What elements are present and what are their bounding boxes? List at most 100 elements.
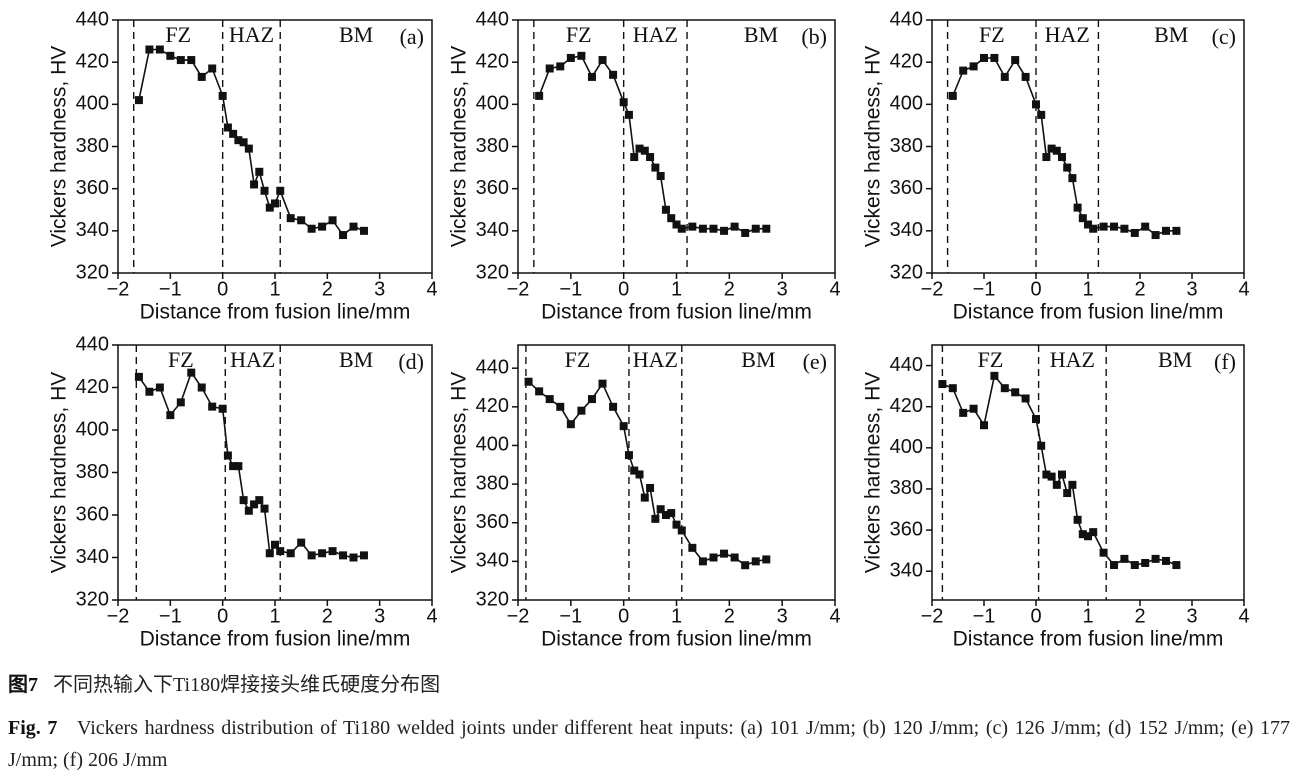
data-point <box>1021 394 1030 403</box>
data-point <box>656 505 665 514</box>
y-tick-label: 360 <box>890 177 923 199</box>
data-point <box>730 553 739 562</box>
caption-label: 图7 <box>8 674 38 696</box>
x-axis-title: Distance from fusion line/mm <box>140 628 411 651</box>
data-point <box>1162 226 1170 235</box>
zone-label: BM <box>1154 22 1188 47</box>
data-point <box>1120 554 1129 563</box>
x-tick-label: 1 <box>1082 278 1093 300</box>
data-line <box>138 370 365 559</box>
data-point <box>255 167 264 176</box>
data-point <box>197 72 206 81</box>
y-tick-label: 380 <box>76 135 109 157</box>
data-point <box>286 549 295 558</box>
zone-label: HAZ <box>633 347 678 372</box>
data-point <box>709 224 718 233</box>
data-point <box>166 51 175 60</box>
x-tick-label: 2 <box>724 605 735 627</box>
data-point <box>276 547 285 556</box>
data-point <box>166 411 175 420</box>
data-point <box>651 163 660 172</box>
plot-frame <box>517 344 836 601</box>
y-tick-label: 360 <box>476 177 509 199</box>
y-tick-label: 380 <box>476 472 509 494</box>
data-point <box>297 538 306 547</box>
data-point <box>244 506 253 515</box>
x-tick-label: 4 <box>1238 605 1249 627</box>
data-point <box>250 180 259 189</box>
x-tick-label: 0 <box>618 278 629 300</box>
x-tick-label: 3 <box>374 278 385 300</box>
data-point <box>271 540 279 549</box>
data-point <box>218 91 227 100</box>
data-point <box>1162 556 1170 565</box>
y-tick-label: 340 <box>476 550 509 572</box>
data-point <box>1032 415 1040 424</box>
data-point <box>545 395 554 404</box>
data-point <box>1110 222 1118 231</box>
data-point <box>751 224 760 233</box>
y-axis-title: Vickers hardness, HV <box>48 372 71 574</box>
data-point <box>619 98 628 107</box>
data-point <box>698 224 707 233</box>
data-point <box>688 543 697 552</box>
y-tick-label: 400 <box>76 418 109 440</box>
data-point <box>624 451 633 460</box>
x-tick-label: 0 <box>1030 278 1041 300</box>
data-point <box>677 224 686 233</box>
y-tick-label: 400 <box>476 93 509 115</box>
data-point <box>598 379 607 388</box>
y-tick-label: 320 <box>476 588 509 610</box>
y-axis-title: Vickers hardness, HV <box>862 372 885 574</box>
data-point <box>1141 222 1150 231</box>
x-axis-title: Distance from fusion line/mm <box>140 301 411 324</box>
data-point <box>1151 554 1160 563</box>
data-point <box>187 368 196 377</box>
chart-panel: 320 340 360 380 400 420 440 −2 −1 0 1 2 3 4 Distance f… <box>448 8 841 323</box>
x-axis-title: Distance from fusion line/mm <box>541 628 812 651</box>
data-point <box>155 45 164 54</box>
x-tick-label: −1 <box>159 278 182 300</box>
data-point <box>1141 558 1150 567</box>
data-point <box>328 547 337 556</box>
y-tick-label: 440 <box>76 333 109 355</box>
zone-label: HAZ <box>633 22 678 47</box>
x-tick-label: 0 <box>1030 605 1041 627</box>
x-tick-label: 4 <box>426 605 437 627</box>
data-point <box>566 53 575 62</box>
data-point <box>545 64 554 73</box>
x-tick-label: −2 <box>107 605 130 627</box>
caption-text: 不同热输入下Ti180焊接接头维氏硬度分布图 <box>53 674 441 696</box>
data-point <box>1172 561 1181 570</box>
x-axis-title: Distance from fusion line/mm <box>541 301 812 324</box>
data-point <box>1068 480 1077 489</box>
x-tick-label: 2 <box>724 278 735 300</box>
x-tick-label: 1 <box>269 605 280 627</box>
data-point <box>234 136 243 145</box>
data-point <box>762 224 771 233</box>
y-tick-label: 400 <box>476 434 509 456</box>
y-tick-label: 320 <box>76 588 109 610</box>
data-point <box>1073 203 1082 212</box>
plot-frame <box>117 19 433 274</box>
data-point <box>667 509 676 518</box>
x-axis-title: Distance from fusion line/mm <box>953 301 1224 324</box>
data-point <box>1011 56 1020 65</box>
data-point <box>1078 214 1087 223</box>
data-point <box>1011 388 1020 397</box>
data-point <box>271 199 279 208</box>
x-tick-label: −1 <box>973 605 996 627</box>
panel-label: (b) <box>801 24 827 49</box>
x-tick-label: 2 <box>1134 605 1145 627</box>
data-point <box>208 64 217 73</box>
data-point <box>229 129 238 138</box>
x-tick-label: 1 <box>269 278 280 300</box>
data-point <box>980 421 988 430</box>
x-tick-label: −2 <box>921 278 944 300</box>
y-tick-label: 420 <box>890 395 923 417</box>
y-tick-label: 420 <box>76 376 109 398</box>
data-point <box>598 56 607 65</box>
data-point <box>556 402 565 411</box>
plot-frame <box>931 19 1245 274</box>
x-tick-label: 2 <box>322 278 333 300</box>
